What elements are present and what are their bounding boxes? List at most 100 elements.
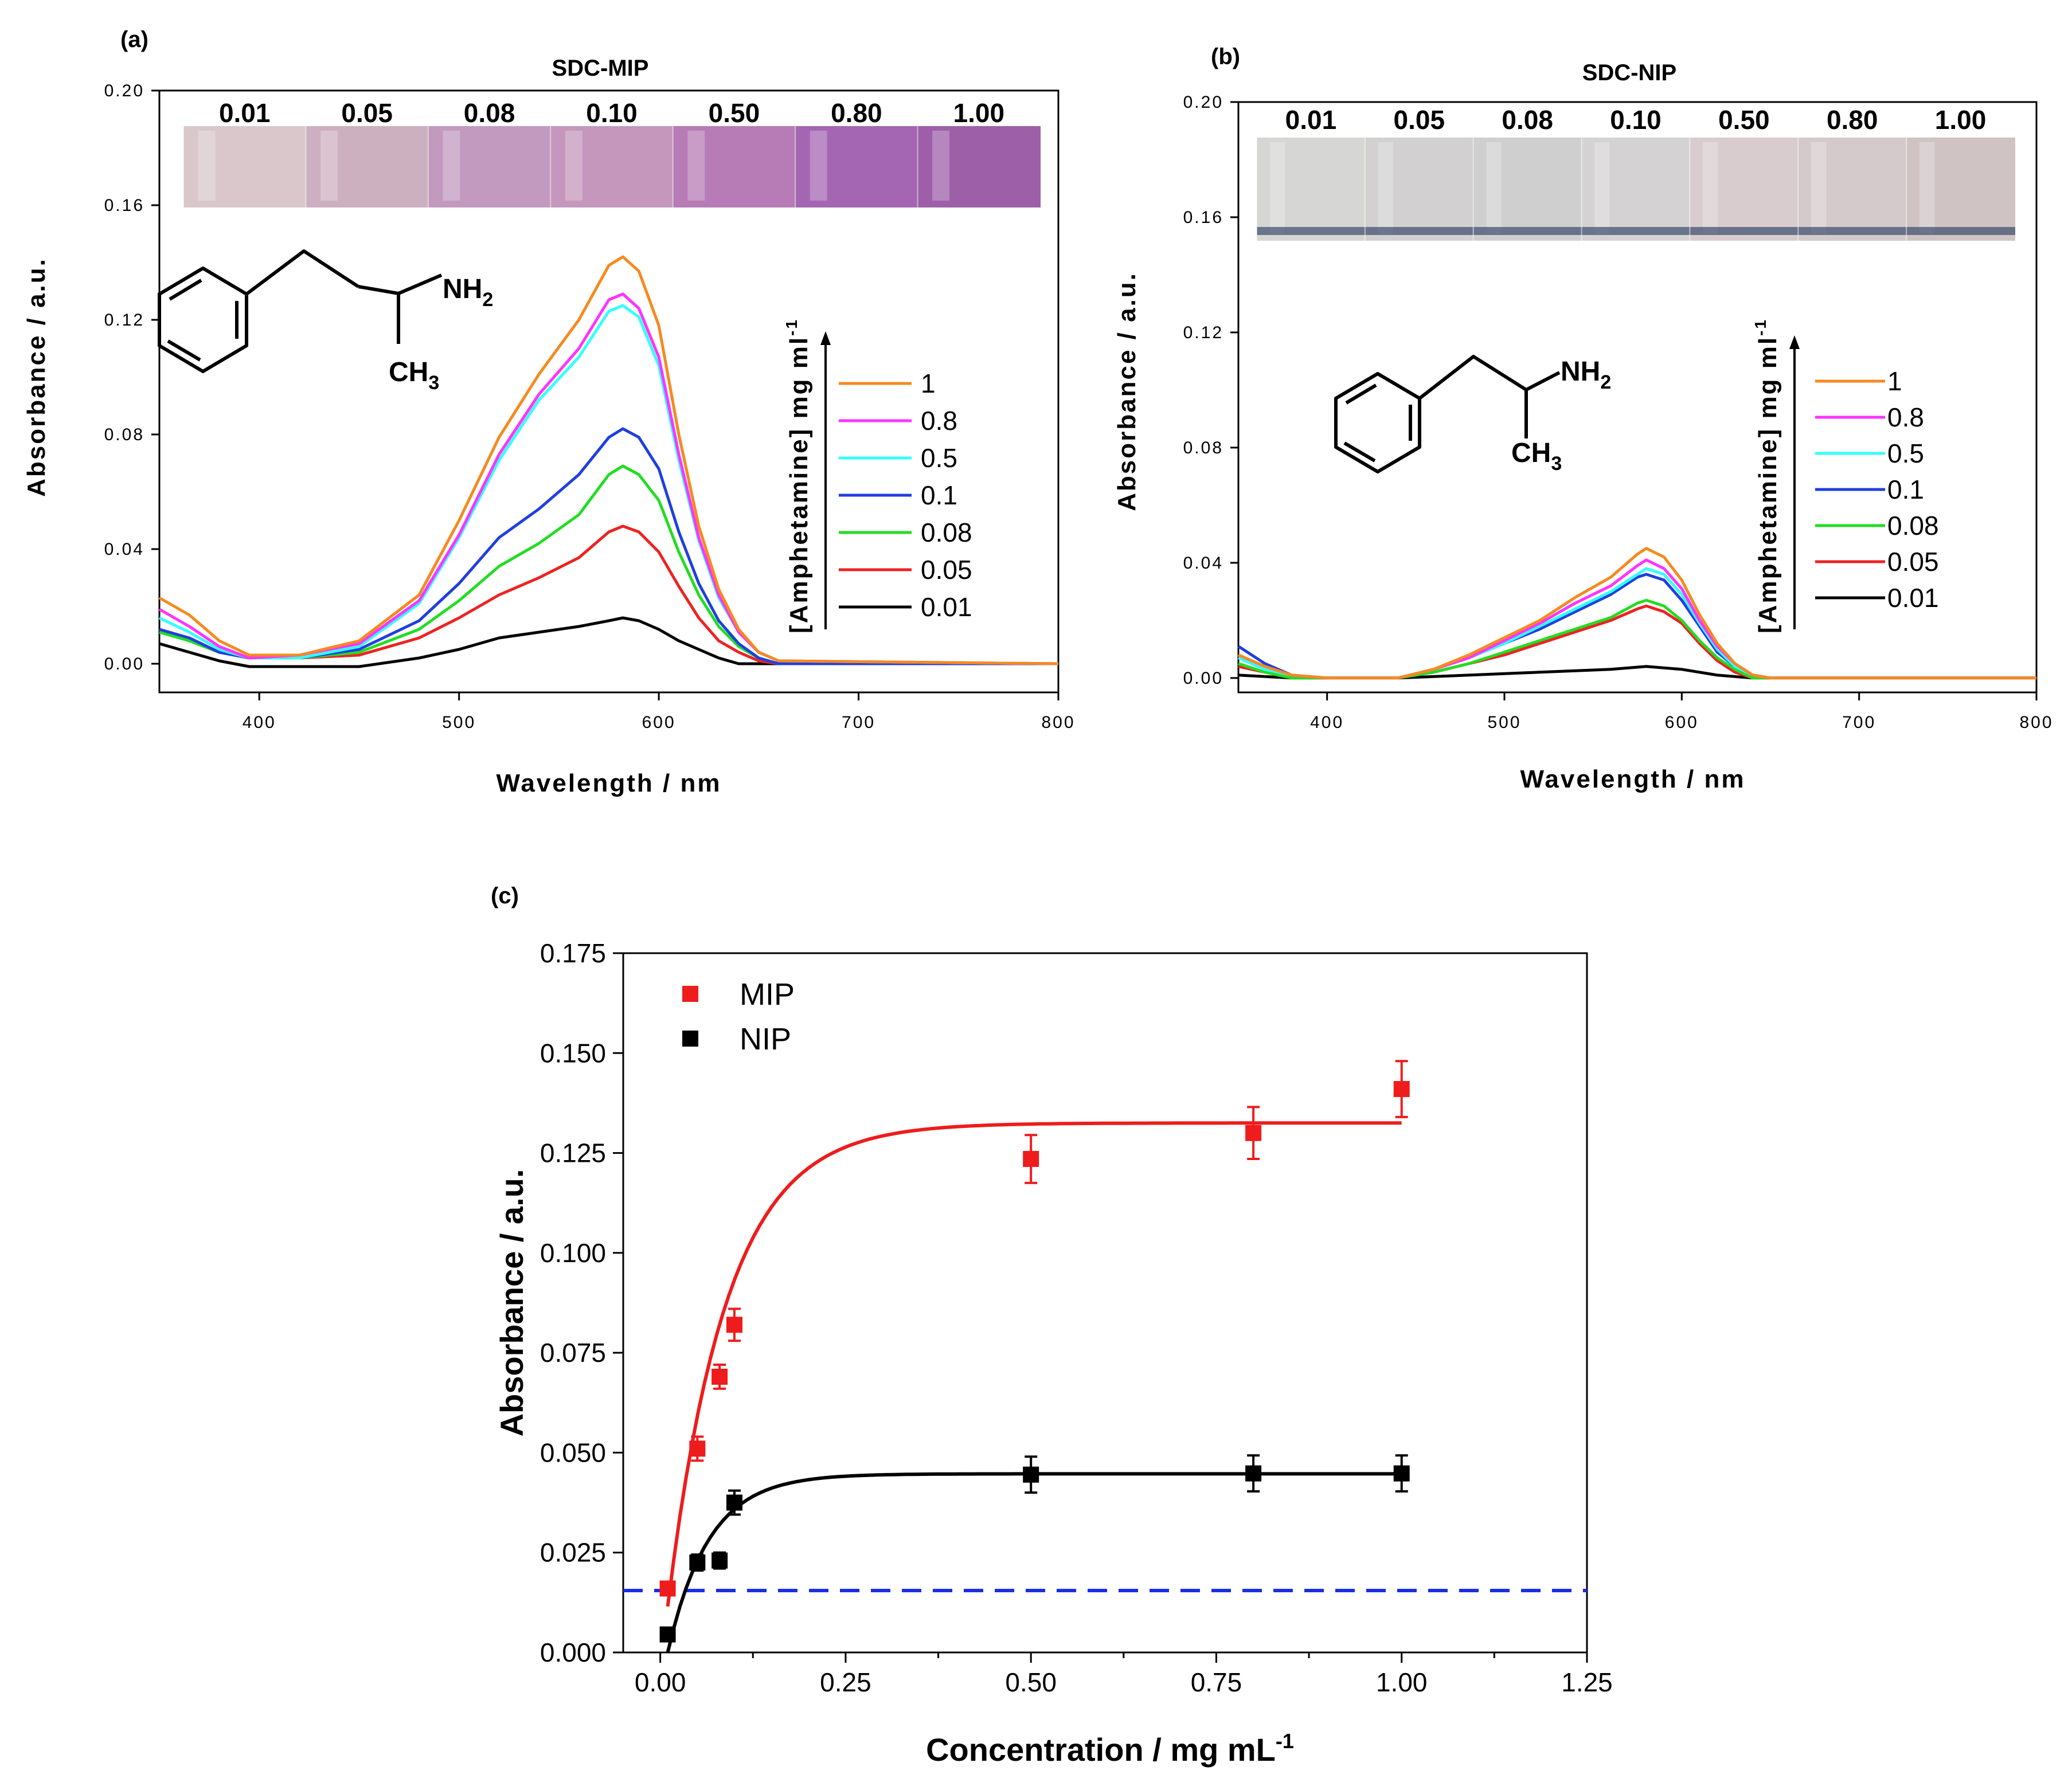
legend-label-b-3: 0.1: [1887, 475, 1924, 504]
legend-label-a-0: 1: [921, 369, 936, 398]
point-mip-5: [1245, 1125, 1262, 1141]
vial-b-4: [1690, 138, 1799, 241]
point-nip-0: [659, 1626, 676, 1643]
x-tick-label-b-0: 400: [1310, 713, 1344, 732]
panel-a-molecule: NH2 CH3: [158, 249, 493, 394]
panel-a-ylabel: Absorbance / a.u.: [22, 257, 50, 497]
x-tick-label-c-0: 0.00: [635, 1667, 686, 1697]
vial-label-b-4: 0.50: [1718, 105, 1770, 135]
y-tick-label-b-1: 0.04: [1183, 554, 1223, 573]
panel-a-photo-title: SDC-MIP: [552, 56, 649, 81]
legend-title-b: [Amphetamine] mg ml-1: [1752, 318, 1782, 633]
legend-marker-mip: [682, 986, 698, 1002]
vial-label-b-1: 0.05: [1394, 105, 1445, 135]
vial-a-4: [673, 126, 796, 207]
panel-b-ring-double-2: [1343, 441, 1376, 463]
curve-a-1: [158, 255, 1059, 665]
panel-a-vial-photo: 0.01 0.05 0.08 0.10 0.50 0.80 1.00: [183, 98, 1041, 207]
vial-highlight-a-5: [810, 131, 827, 201]
panel-b-side-chain: [1418, 355, 1527, 400]
vial-label-a-4: 0.50: [709, 98, 760, 128]
panel-c-ylabel: Absorbance / a.u.: [494, 1169, 530, 1437]
panel-b-legend: [Amphetamine] mg ml-1 1 0.8 0.5 0.1 0.08 0.05 0…: [1752, 318, 1939, 633]
panel-b-benzene-ring: [1334, 372, 1421, 473]
point-nip-3: [726, 1494, 742, 1511]
y-tick-label-c-7: 0.175: [540, 938, 606, 968]
panel-b-sub-2: 2: [1600, 371, 1611, 393]
legend-title-sup-b: -1: [1752, 318, 1769, 336]
panel-a-frame: [158, 89, 1060, 694]
point-nip-1: [689, 1554, 706, 1571]
panel-b-molecule: NH2 CH3: [1334, 355, 1611, 475]
y-tick-label-b-3: 0.12: [1183, 323, 1223, 342]
panel-a-xlabel: Wavelength / nm: [497, 769, 722, 797]
vial-highlight-b-2: [1486, 142, 1502, 234]
panel-b: (b) SDC-NIP 0.01 0.05 0.08 0.10 0.50 0.80 1.00…: [1113, 44, 2053, 793]
panel-c-fits: [666, 1121, 1402, 1653]
legend-label-b-4: 0.08: [1887, 511, 1939, 540]
panel-a-bond-n: [397, 273, 443, 295]
panel-a-side-chain: [245, 249, 359, 296]
vial-label-a-5: 0.80: [831, 98, 882, 128]
point-mip-1: [689, 1440, 706, 1457]
vial-label-a-3: 0.10: [586, 98, 638, 128]
x-tick-label-b-3: 700: [1842, 713, 1876, 732]
vial-label-b-5: 0.80: [1827, 105, 1878, 135]
point-mip-3: [726, 1317, 742, 1333]
vial-highlight-a-6: [932, 131, 950, 201]
panel-b-xlabel: Wavelength / nm: [1520, 765, 1746, 793]
panel-b-vial-photo: 0.01 0.05 0.08 0.10 0.50 0.80 1.00: [1256, 105, 2015, 241]
x-tick-label-a-0: 400: [243, 713, 276, 732]
panel-a-sub-3: 3: [428, 372, 439, 394]
legend-title-a: [Amphetamine] mg ml-1: [783, 318, 813, 633]
vial-a-2: [428, 126, 552, 207]
vial-highlight-b-6: [1919, 142, 1935, 234]
vial-label-b-2: 0.08: [1502, 105, 1553, 135]
vial-b-6: [1906, 138, 2015, 241]
point-mip-6: [1393, 1081, 1410, 1098]
y-tick-label-b-2: 0.08: [1183, 438, 1223, 457]
vial-label-a-0: 0.01: [219, 98, 271, 128]
vial-b-3: [1581, 138, 1691, 241]
legend-label-a-5: 0.05: [921, 555, 972, 585]
x-tick-label-b-4: 800: [2019, 713, 2053, 732]
y-tick-label-a-2: 0.08: [104, 425, 144, 444]
vial-highlight-b-1: [1378, 142, 1393, 234]
panel-b-photo-title: SDC-NIP: [1582, 60, 1676, 85]
panel-a-benzene-ring: [158, 267, 248, 373]
panel-c-frame: [622, 952, 1588, 1654]
y-tick-label-a-3: 0.12: [104, 311, 144, 330]
legend-label-a-1: 0.8: [921, 406, 957, 436]
x-tick-label-a-4: 800: [1041, 713, 1075, 732]
panel-b-ring-double-3: [1345, 383, 1377, 405]
legend-arrow-head-a: [820, 331, 831, 345]
legend-title-text-a: [Amphetamine] mg ml: [785, 336, 813, 633]
legend-label-a-6: 0.01: [921, 592, 972, 622]
point-nip-4: [1023, 1466, 1039, 1483]
panel-b-group-nh2: NH2: [1561, 357, 1611, 393]
vial-highlight-a-4: [687, 131, 705, 201]
x-tick-label-c-1: 0.25: [820, 1667, 871, 1697]
vial-a-5: [795, 126, 918, 207]
point-mip-0: [659, 1580, 676, 1597]
panel-a: (a) SDC-MIP 0.01 0.05 0.08 0.10 0.50 0.80 1.00…: [22, 27, 1075, 797]
panel-c: (c) 0.00 0.25 0.50 0.75 1.00 1.250.0000.0250.…: [491, 883, 1613, 1768]
panel-a-sub-2: 2: [482, 289, 493, 311]
panel-b-frame: [1237, 101, 2038, 694]
vial-b-5: [1798, 138, 1907, 241]
panel-a-legend: [Amphetamine] mg ml-1 1 0.8 0.5 0.1 0.08 0.05 0…: [783, 318, 972, 633]
legend-title-text-b: [Amphetamine] mg ml: [1754, 336, 1782, 633]
legend-arrow-head-b: [1789, 335, 1800, 349]
y-tick-label-a-5: 0.20: [104, 81, 144, 100]
y-tick-label-b-5: 0.20: [1183, 93, 1223, 112]
vial-a-0: [183, 126, 307, 207]
panel-a-ring-double-3: [169, 279, 202, 301]
panel-c-ticks: 0.00 0.25 0.50 0.75 1.00 1.25 0.000 0.025 0.050 0…: [540, 938, 1613, 1697]
point-mip-4: [1023, 1151, 1039, 1168]
vial-base-b-6: [1906, 227, 2015, 235]
